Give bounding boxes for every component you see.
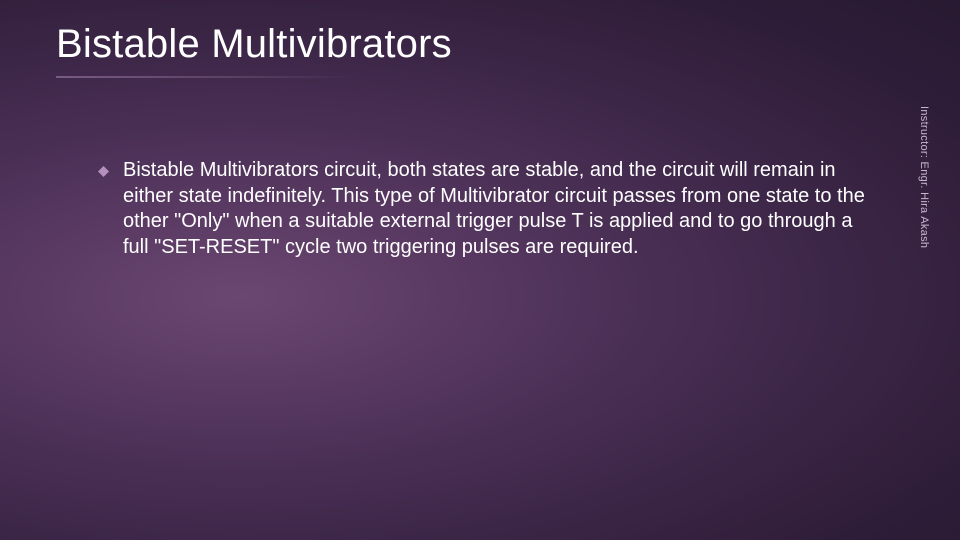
body-area: Bistable Multivibrators circuit, both st… bbox=[98, 158, 870, 260]
slide: Bistable Multivibrators Instructor: Engr… bbox=[0, 0, 960, 540]
bullet-item: Bistable Multivibrators circuit, both st… bbox=[98, 158, 870, 260]
diamond-bullet-icon bbox=[98, 164, 109, 182]
title-underline bbox=[56, 76, 356, 78]
instructor-label: Instructor: Engr. Hira Akash bbox=[918, 106, 930, 248]
bullet-text: Bistable Multivibrators circuit, both st… bbox=[123, 158, 870, 260]
slide-title: Bistable Multivibrators bbox=[56, 22, 452, 67]
